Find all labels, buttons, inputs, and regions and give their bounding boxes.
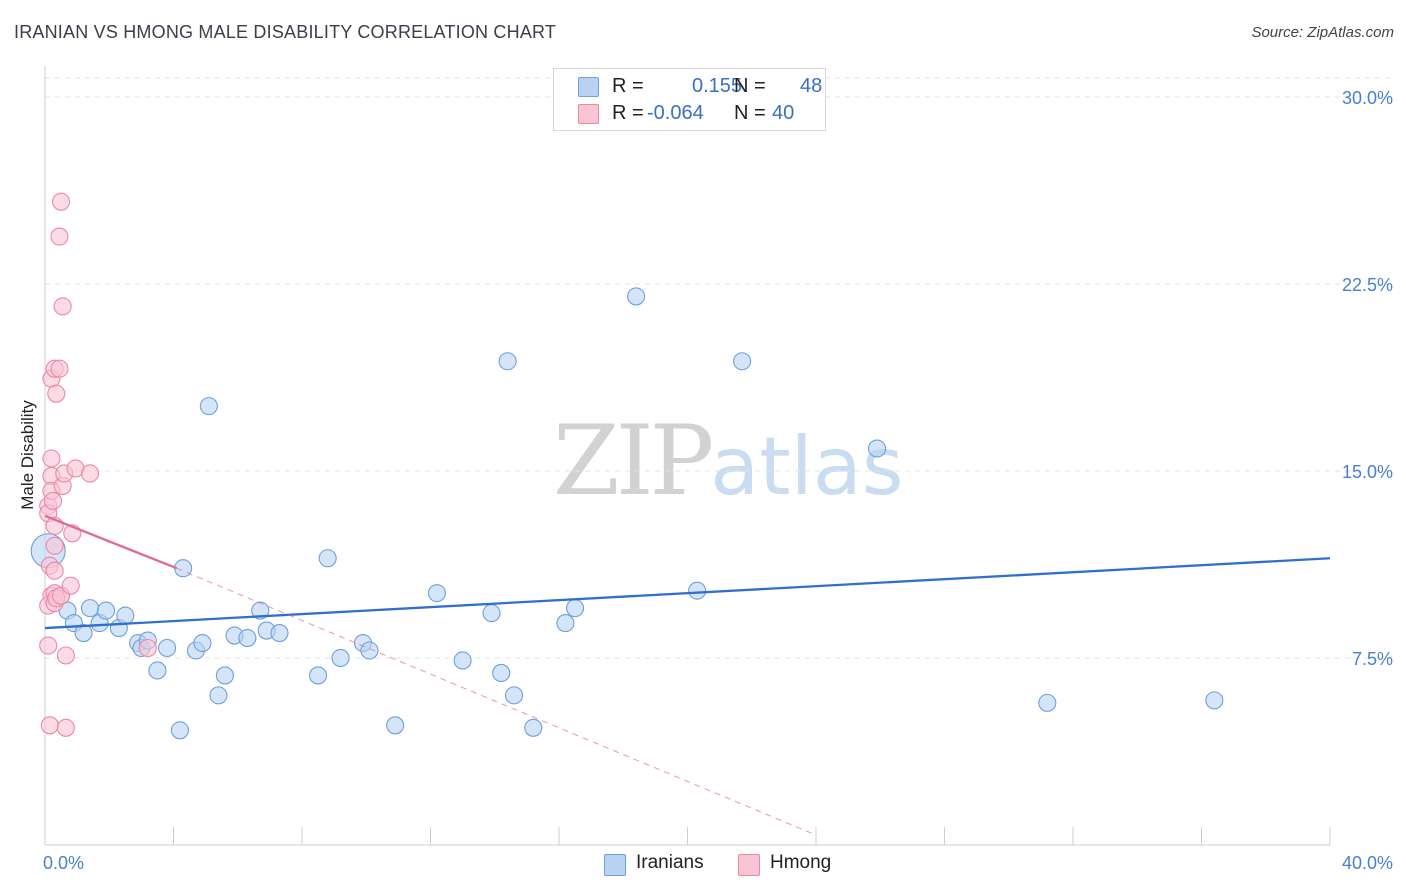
legend-n-value: 48 — [800, 75, 823, 97]
chart-title: IRANIAN VS HMONG MALE DISABILITY CORRELA… — [14, 22, 557, 42]
iranian-point — [270, 623, 289, 643]
iranian-point — [627, 287, 646, 306]
iranian-point — [215, 666, 234, 685]
hmong-point — [50, 359, 69, 378]
legend-r-value: 0.155 — [692, 75, 743, 97]
legend-r-label: R = — [612, 75, 644, 97]
iranian-point — [504, 686, 524, 705]
legend-n-label: N = — [734, 75, 766, 97]
watermark-atlas: atlas — [710, 420, 904, 513]
iranian-point — [453, 651, 472, 670]
legend-swatch-hmong — [578, 104, 599, 124]
iranian-point — [1205, 691, 1224, 710]
hmong-point — [56, 646, 75, 665]
iranian-point — [386, 716, 405, 735]
legend-swatch-iranians — [578, 77, 599, 97]
watermark-zip: ZIP — [553, 405, 714, 517]
hmong-point — [61, 576, 80, 595]
x-tick-label: 40.0% — [1342, 853, 1393, 873]
hmong-trendline — [44, 514, 178, 570]
hmong-point — [42, 449, 61, 468]
iranian-point — [427, 584, 446, 603]
hmong-trendline — [176, 567, 817, 836]
bottom-legend-label-hmong: Hmong — [770, 852, 832, 873]
iranian-point — [74, 623, 93, 643]
hmong-point — [80, 464, 100, 483]
source-label: Source: ZipAtlas.com — [1251, 24, 1394, 41]
iranian-point — [251, 601, 270, 620]
iranian-point — [688, 581, 707, 600]
iranian-point — [318, 549, 337, 568]
hmong-point — [50, 227, 69, 246]
bottom-legend-label-iranians: Iranians — [636, 852, 704, 873]
iranian-point — [158, 638, 177, 658]
legend-r-label: R = — [612, 102, 644, 124]
correlation-legend: R = 0.155 N = 48 R = -0.064 N = 40 — [553, 68, 826, 131]
iranian-point — [193, 633, 212, 653]
hmong-point — [52, 192, 71, 211]
iranian-point — [556, 614, 575, 633]
watermark: ZIPatlas — [553, 405, 904, 517]
bottom-legend-swatch-hmong — [738, 854, 760, 876]
iranian-point — [199, 397, 218, 416]
hmong-point — [47, 384, 66, 403]
y-tick-label: 30.0% — [1342, 88, 1393, 108]
iranian-point — [1038, 693, 1057, 712]
iranian-point — [524, 718, 543, 737]
iranian-point — [148, 661, 167, 680]
x-tick-label: 0.0% — [43, 853, 84, 873]
iranian-point — [867, 439, 887, 458]
legend-n-value: 40 — [772, 102, 795, 124]
iranian-point — [96, 601, 116, 620]
y-tick-label: 22.5% — [1342, 275, 1393, 295]
iranians-trendline — [44, 557, 1331, 630]
iranian-point — [331, 648, 350, 668]
iranian-point — [360, 641, 379, 660]
hmong-point — [138, 638, 157, 658]
legend-r-value: -0.064 — [647, 102, 704, 124]
hmong-point — [39, 636, 58, 655]
iranian-point — [492, 663, 511, 682]
hmong-point — [53, 297, 72, 316]
iranian-point — [309, 666, 328, 685]
y-tick-label: 7.5% — [1352, 649, 1393, 669]
iranian-point — [238, 628, 257, 648]
iranian-point — [80, 599, 100, 618]
legend-n-label: N = — [734, 102, 766, 124]
y-tick-label: 15.0% — [1342, 462, 1393, 482]
iranian-point — [733, 352, 752, 371]
iranian-point — [209, 686, 228, 705]
iranian-point — [498, 352, 517, 371]
hmong-point — [45, 536, 64, 555]
iranian-point — [170, 721, 189, 740]
iranian-point — [482, 604, 501, 623]
iranian-point — [566, 599, 585, 618]
bottom-legend-swatch-iranians — [604, 854, 626, 876]
hmong-point — [56, 718, 75, 737]
iranian-point — [116, 606, 135, 625]
hmong-point — [40, 716, 59, 735]
hmong-point — [45, 561, 64, 580]
hmong-point — [43, 491, 63, 510]
